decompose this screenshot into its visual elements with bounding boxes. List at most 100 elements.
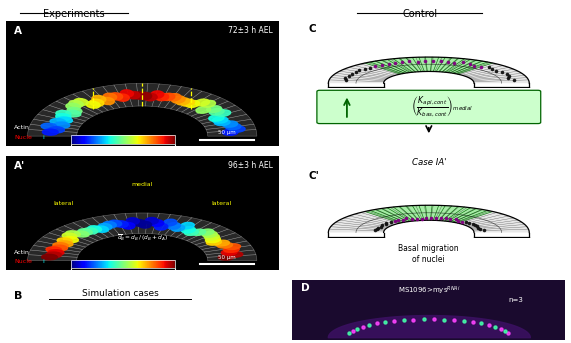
Ellipse shape [46,252,62,258]
Text: A': A' [14,161,25,171]
Text: MS1096>mys$^{RNAi}$: MS1096>mys$^{RNAi}$ [397,285,460,297]
Text: lateral: lateral [53,201,73,206]
Text: 72±3 h AEL: 72±3 h AEL [228,26,273,35]
Ellipse shape [176,98,190,105]
Ellipse shape [224,247,239,252]
FancyBboxPatch shape [317,90,541,123]
Ellipse shape [209,115,224,121]
Ellipse shape [201,100,215,107]
Ellipse shape [50,119,66,125]
Ellipse shape [108,220,122,227]
Ellipse shape [116,94,129,101]
Ellipse shape [144,94,157,101]
Polygon shape [27,83,257,136]
Ellipse shape [66,110,81,117]
Ellipse shape [225,123,241,130]
Ellipse shape [132,220,146,226]
Ellipse shape [139,222,151,228]
Ellipse shape [225,244,240,249]
Text: i: i [43,135,45,140]
Ellipse shape [58,241,73,247]
Ellipse shape [56,110,71,117]
Ellipse shape [222,250,237,255]
Ellipse shape [41,123,57,129]
Ellipse shape [126,218,139,224]
Text: 96±3 h AEL: 96±3 h AEL [228,161,273,170]
Ellipse shape [98,224,112,230]
Ellipse shape [217,243,232,248]
Text: B: B [14,291,22,300]
Ellipse shape [204,234,219,240]
Ellipse shape [230,126,245,132]
Text: Case IA': Case IA' [412,158,446,167]
Ellipse shape [182,227,195,233]
Text: medial: medial [131,182,153,187]
Ellipse shape [78,229,93,235]
Ellipse shape [195,99,210,106]
Text: i: i [43,259,45,264]
Ellipse shape [62,233,77,239]
Ellipse shape [167,94,181,101]
Ellipse shape [180,99,195,106]
Ellipse shape [171,225,184,231]
Ellipse shape [53,243,69,248]
Ellipse shape [227,252,243,257]
Ellipse shape [66,103,81,110]
Ellipse shape [218,255,234,260]
Ellipse shape [206,239,222,245]
Ellipse shape [103,93,116,100]
Ellipse shape [151,91,164,98]
Ellipse shape [212,117,228,123]
Text: lateral: lateral [211,201,231,206]
Ellipse shape [87,226,102,232]
Text: Control: Control [402,9,437,19]
Text: Actin: Actin [14,250,30,255]
Ellipse shape [95,226,108,232]
Ellipse shape [155,224,168,230]
Ellipse shape [115,221,128,227]
Ellipse shape [83,228,98,234]
Ellipse shape [184,229,198,235]
Ellipse shape [69,100,83,107]
Text: n=3: n=3 [509,296,524,303]
Text: Nucle: Nucle [14,259,32,264]
Ellipse shape [67,107,82,114]
Ellipse shape [139,92,152,100]
Ellipse shape [206,237,220,243]
Ellipse shape [42,129,58,135]
Ellipse shape [214,240,230,246]
Ellipse shape [90,99,104,106]
Text: Basal migration
of nuclei: Basal migration of nuclei [399,244,459,263]
Ellipse shape [56,114,71,120]
Ellipse shape [207,106,222,113]
Ellipse shape [54,122,70,128]
Ellipse shape [151,220,164,226]
Ellipse shape [46,247,62,252]
Text: Actin: Actin [14,125,30,130]
Ellipse shape [74,98,88,105]
Ellipse shape [63,237,78,243]
Ellipse shape [57,238,73,244]
Ellipse shape [215,119,230,126]
Ellipse shape [132,92,146,99]
Ellipse shape [191,229,206,235]
Ellipse shape [86,101,100,108]
Ellipse shape [145,217,158,224]
Ellipse shape [100,97,114,105]
Ellipse shape [155,93,168,100]
Ellipse shape [122,223,135,229]
Ellipse shape [209,108,224,115]
Text: Experiments: Experiments [43,9,105,19]
Text: Nucle: Nucle [14,135,32,140]
Polygon shape [27,213,257,261]
Ellipse shape [171,96,185,103]
Ellipse shape [162,93,175,100]
Ellipse shape [49,127,65,133]
Text: 50 μm: 50 μm [218,255,236,260]
Text: 50 μm: 50 μm [218,130,236,135]
Text: $\left(\dfrac{K_{api,cont}}{K_{bas,cont}}\right)_{medial}$: $\left(\dfrac{K_{api,cont}}{K_{bas,cont}… [412,94,473,119]
Ellipse shape [203,232,217,237]
Ellipse shape [66,231,81,237]
Ellipse shape [180,222,194,229]
Text: Simulation cases: Simulation cases [82,289,159,298]
